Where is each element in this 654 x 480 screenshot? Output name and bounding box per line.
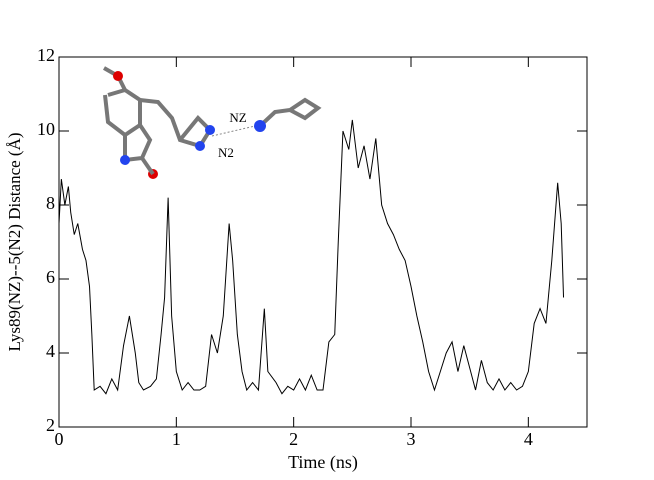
x-tick-label: 1 — [172, 429, 181, 449]
atom-label: N2 — [218, 145, 234, 160]
y-tick-label: 4 — [46, 341, 55, 361]
y-tick-label: 12 — [37, 45, 55, 65]
ring — [103, 87, 142, 138]
y-tick-label: 10 — [37, 119, 55, 139]
x-axis-label: Time (ns) — [288, 452, 358, 473]
molecule-inset — [103, 66, 322, 163]
chain — [258, 97, 322, 128]
y-tick-label: 8 — [46, 193, 55, 213]
atom-n — [205, 125, 215, 135]
atom-label: NZ — [229, 110, 246, 125]
x-tick-label: 0 — [55, 429, 64, 449]
atom-o — [113, 71, 123, 81]
plot-frame — [58, 56, 588, 428]
data-line — [58, 119, 565, 395]
x-tick-label: 2 — [289, 429, 298, 449]
x-tick-label: 3 — [407, 429, 416, 449]
h-bond — [211, 125, 256, 137]
atom-n — [120, 155, 130, 165]
atom-n — [195, 141, 205, 151]
y-axis-label: Lys89(NZ)--5(N2) Distance (Å) — [5, 132, 24, 351]
x-tick-label: 4 — [524, 429, 533, 449]
bond — [140, 156, 155, 176]
y-tick-label: 2 — [46, 415, 55, 435]
bond — [139, 98, 213, 149]
y-tick-label: 6 — [46, 267, 55, 287]
atom-n — [254, 120, 266, 132]
